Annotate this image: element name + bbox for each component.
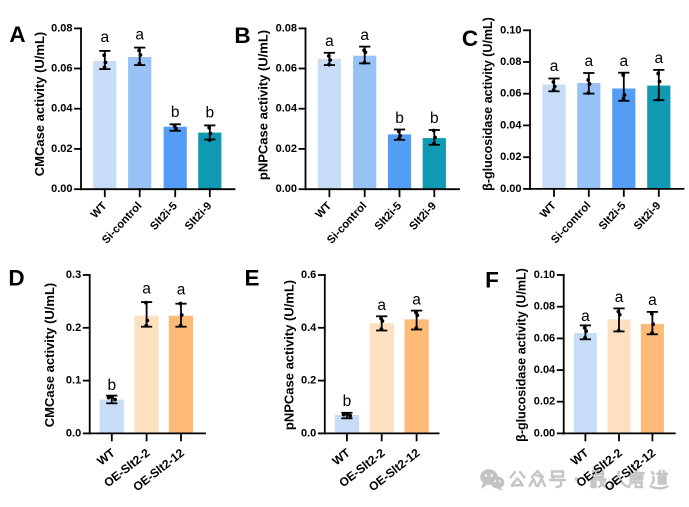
svg-text:pNPCase activity (U/mL): pNPCase activity (U/mL): [256, 30, 271, 180]
svg-text:a: a: [654, 50, 663, 67]
svg-text:b: b: [205, 105, 214, 122]
svg-text:0.04: 0.04: [51, 103, 73, 115]
svg-text:0.06: 0.06: [276, 63, 297, 75]
svg-text:a: a: [360, 27, 369, 44]
svg-text:0.10: 0.10: [500, 24, 521, 36]
svg-text:0.00: 0.00: [276, 183, 297, 195]
svg-text:CMCase activity (U/mL): CMCase activity (U/mL): [32, 32, 47, 176]
svg-text:0.10: 0.10: [534, 269, 555, 281]
svg-text:0.04: 0.04: [534, 364, 556, 376]
svg-text:0.08: 0.08: [51, 22, 72, 34]
svg-text:0.02: 0.02: [534, 396, 555, 408]
svg-text:E: E: [244, 266, 259, 291]
svg-text:A: A: [9, 22, 25, 47]
svg-text:a: a: [100, 29, 109, 46]
svg-text:a: a: [377, 297, 386, 314]
svg-text:0.0: 0.0: [301, 427, 316, 439]
svg-text:0.06: 0.06: [51, 63, 72, 75]
svg-text:b: b: [430, 110, 439, 127]
svg-text:0.06: 0.06: [534, 332, 555, 344]
svg-text:pNPCase activity (U/mL): pNPCase activity (U/mL): [282, 280, 297, 430]
svg-text:a: a: [615, 289, 624, 306]
svg-text:CMCase activity (U/mL): CMCase activity (U/mL): [42, 283, 57, 427]
svg-text:a: a: [550, 58, 559, 75]
svg-text:b: b: [343, 393, 352, 410]
svg-text:0.06: 0.06: [500, 88, 521, 100]
svg-text:D: D: [8, 266, 24, 291]
svg-text:0.1: 0.1: [66, 375, 81, 387]
svg-text:0.02: 0.02: [276, 143, 297, 155]
svg-text:0.08: 0.08: [534, 301, 555, 313]
svg-text:a: a: [412, 292, 421, 309]
svg-text:a: a: [581, 308, 590, 325]
svg-text:0.00: 0.00: [534, 427, 555, 439]
svg-text:a: a: [135, 27, 144, 44]
svg-text:a: a: [619, 53, 628, 70]
svg-text:B: B: [234, 23, 250, 48]
svg-text:0.6: 0.6: [301, 269, 316, 281]
svg-text:0.4: 0.4: [301, 322, 317, 334]
svg-text:a: a: [584, 53, 593, 70]
svg-text:0.2: 0.2: [66, 322, 81, 334]
svg-text:a: a: [177, 282, 186, 299]
svg-text:β-glucosidase activity (U/mL): β-glucosidase activity (U/mL): [481, 17, 495, 191]
svg-text:0.08: 0.08: [276, 22, 297, 34]
svg-text:0.08: 0.08: [500, 56, 521, 68]
svg-text:b: b: [171, 104, 180, 121]
svg-text:b: b: [395, 110, 404, 127]
svg-text:0.00: 0.00: [51, 183, 72, 195]
svg-text:0.04: 0.04: [276, 103, 298, 115]
svg-text:0.02: 0.02: [500, 151, 521, 163]
svg-text:0.04: 0.04: [500, 119, 522, 131]
svg-text:0.0: 0.0: [66, 427, 81, 439]
svg-text:0.3: 0.3: [66, 269, 81, 281]
svg-text:a: a: [142, 280, 151, 297]
svg-text:b: b: [107, 377, 116, 394]
svg-text:F: F: [485, 268, 499, 293]
svg-text:0.2: 0.2: [301, 375, 316, 387]
svg-text:a: a: [325, 33, 334, 50]
svg-text:0.02: 0.02: [51, 143, 72, 155]
svg-text:β-glucosidase activity (U/mL): β-glucosidase activity (U/mL): [515, 268, 529, 442]
svg-text:0.00: 0.00: [500, 183, 521, 195]
svg-text:C: C: [462, 26, 478, 51]
svg-text:a: a: [648, 292, 657, 309]
